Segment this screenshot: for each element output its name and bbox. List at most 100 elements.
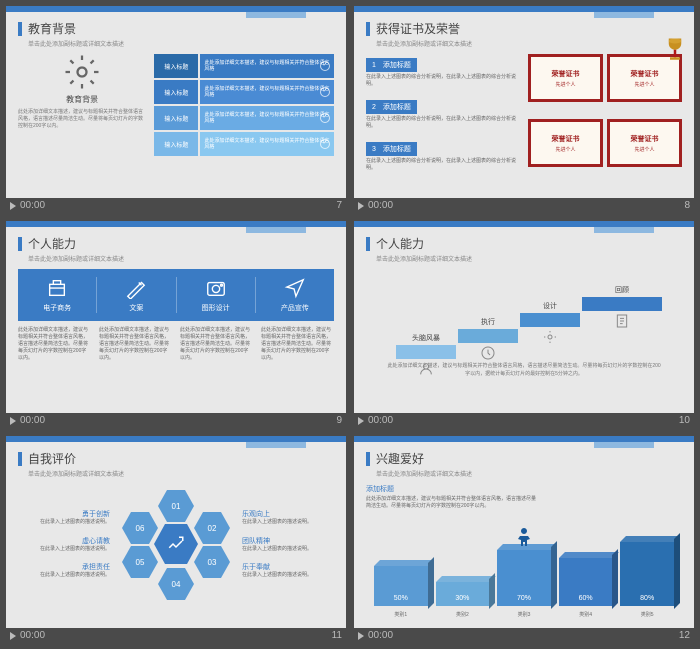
row-label: 输入标题: [154, 80, 198, 104]
step-bar: [582, 297, 662, 311]
play-icon[interactable]: [358, 632, 364, 640]
slide-title: 教育背景: [28, 20, 76, 37]
play-icon[interactable]: [358, 417, 364, 425]
bar-category: 类别1: [394, 611, 407, 618]
person-icon: [512, 526, 536, 550]
trait-item: 虚心请教在此录入上述图表的描述说明。: [32, 536, 110, 553]
skill-text: 此处添加详细文本描述，建议与标题相关并符合整体语言风格，语言描述尽量简洁生动。尽…: [18, 327, 91, 362]
slide-subtitle: 单击此处添加副标题或详细文本描述: [354, 39, 694, 54]
certificate: 荣誉证书先进个人: [607, 119, 682, 167]
trait-item: 团队精神在此录入上述图表的描述说明。: [242, 536, 320, 553]
row-label: 输入标题: [154, 106, 198, 130]
step: 设计: [520, 301, 580, 345]
bar-value: 80%: [640, 595, 654, 602]
certificate: 荣誉证书先进个人: [528, 54, 603, 102]
skill-text: 此处添加详细文本描述，建议与标题相关并符合整体语言风格，语言描述尽量简洁生动。尽…: [99, 327, 172, 362]
skill-item: 图形设计: [177, 277, 256, 313]
check-icon: ✓: [320, 61, 330, 71]
page-num: 12: [679, 630, 690, 641]
skill-label: 文案: [129, 303, 143, 313]
step-icon: [542, 329, 558, 345]
slide-subtitle: 单击此处添加副标题或详细文本描述: [354, 469, 694, 484]
bar-category: 类别2: [456, 611, 469, 618]
certificate: 荣誉证书先进个人: [528, 119, 603, 167]
hex-node: 01: [158, 490, 194, 522]
time: 00:00: [368, 200, 393, 211]
chart-bar: 60%类别4: [559, 558, 613, 606]
bar-category: 类别5: [641, 611, 654, 618]
trait-title: 勇于创新: [32, 509, 110, 519]
page-num: 10: [679, 415, 690, 426]
check-icon: ✓: [320, 139, 330, 149]
step-label: 头脑风暴: [412, 333, 440, 343]
skill-label: 产品宣传: [281, 303, 309, 313]
chart-bar: 50%类别1: [374, 566, 428, 606]
trait-text: 在此录入上述图表的描述说明。: [32, 519, 110, 526]
body-text: 此处添加详细文本描述，建议与标题相关并符合整体语言风格，语言描述尽量简洁生动。尽…: [366, 494, 540, 516]
trait-item: 勇于创新在此录入上述图表的描述说明。: [32, 509, 110, 526]
hex-node: 02: [194, 512, 230, 544]
section-title: 教育背景: [66, 94, 98, 105]
trait-text: 在此录入上述图表的描述说明。: [32, 546, 110, 553]
bar-category: 类别4: [579, 611, 592, 618]
slide-subtitle: 单击此处添加副标题或详细文本描述: [6, 254, 346, 269]
hex-node: 04: [158, 568, 194, 600]
row-desc: 此处添加详细文本描述，建议与标题相关并符合整体语言风格✓: [200, 54, 334, 78]
time: 00:00: [368, 630, 393, 641]
step-bar: [396, 345, 456, 359]
slide-11: 自我评价 单击此处添加副标题或详细文本描述 勇于创新在此录入上述图表的描述说明。…: [6, 436, 346, 643]
slide-subtitle: 单击此处添加副标题或详细文本描述: [6, 469, 346, 484]
time: 00:00: [20, 200, 45, 211]
skill-label: 电子商务: [43, 303, 71, 313]
step: 回顾: [582, 285, 662, 329]
chart-bar: 30%类别2: [436, 582, 490, 606]
trait-text: 在此录入上述图表的描述说明。: [32, 572, 110, 579]
play-icon[interactable]: [10, 417, 16, 425]
page-num: 11: [332, 630, 342, 641]
row-desc: 此处添加详细文本描述，建议与标题相关并符合整体语言风格✓: [200, 106, 334, 130]
bar-value: 70%: [517, 595, 531, 602]
skill-label: 图形设计: [202, 303, 230, 313]
body-text: 此处添加详细文本描述，建议与标题相关并符合整体语言风格，语言描述尽量简洁生动。尽…: [18, 109, 146, 130]
slide-title: 获得证书及荣誉: [376, 20, 460, 37]
list-item: 2 添加标题在此录入上述图表的综合分析说明，在此录入上述图表的综合分析说明。: [366, 96, 520, 132]
trait-text: 在此录入上述图表的描述说明。: [242, 572, 320, 579]
row-desc: 此处添加详细文本描述，建议与标题相关并符合整体语言风格✓: [200, 80, 334, 104]
gear-icon: [64, 54, 100, 90]
bar-chart: 50%类别130%类别270%类别360%类别480%类别5: [366, 516, 682, 606]
trait-title: 乐观向上: [242, 509, 320, 519]
play-icon[interactable]: [10, 202, 16, 210]
trait-title: 乐于奉献: [242, 562, 320, 572]
trait-item: 乐于奉献在此录入上述图表的描述说明。: [242, 562, 320, 579]
item-text: 在此录入上述图表的综合分析说明，在此录入上述图表的综合分析说明。: [366, 114, 520, 132]
trait-text: 在此录入上述图表的描述说明。: [242, 519, 320, 526]
play-icon[interactable]: [10, 632, 16, 640]
slide-subtitle: 单击此处添加副标题或详细文本描述: [354, 254, 694, 269]
info-row: 输入标题此处添加详细文本描述，建议与标题相关并符合整体语言风格✓: [154, 106, 334, 130]
skill-text: 此处添加详细文本描述，建议与标题相关并符合整体语言风格，语言描述尽量简洁生动。尽…: [261, 327, 334, 362]
hex-diagram: 01 02 03 04 05 06: [116, 484, 236, 604]
bar-value: 30%: [455, 595, 469, 602]
item-head: 2 添加标题: [366, 100, 417, 114]
skill-icon: [284, 277, 306, 299]
skill-item: 产品宣传: [256, 277, 334, 313]
slide-10: 个人能力 单击此处添加副标题或详细文本描述 头脑风暴执行设计回顾 此处添加详细文…: [354, 221, 694, 428]
skill-item: 文案: [97, 277, 176, 313]
info-row: 输入标题此处添加详细文本描述，建议与标题相关并符合整体语言风格✓: [154, 54, 334, 78]
trait-title: 承担责任: [32, 562, 110, 572]
slide-9: 个人能力 单击此处添加副标题或详细文本描述 电子商务文案图形设计产品宣传 此处添…: [6, 221, 346, 428]
info-row: 输入标题此处添加详细文本描述，建议与标题相关并符合整体语言风格✓: [154, 80, 334, 104]
step-bar: [458, 329, 518, 343]
step-icon: [418, 361, 434, 377]
play-icon[interactable]: [358, 202, 364, 210]
trait-item: 乐观向上在此录入上述图表的描述说明。: [242, 509, 320, 526]
trait-title: 虚心请教: [32, 536, 110, 546]
hex-node: 05: [122, 546, 158, 578]
step: 执行: [458, 317, 518, 361]
slide-title: 兴趣爱好: [376, 450, 424, 467]
section-title: 添加标题: [366, 484, 682, 494]
slide-12: 兴趣爱好 单击此处添加副标题或详细文本描述 添加标题 此处添加详细文本描述，建议…: [354, 436, 694, 643]
slide-7: 教育背景 单击此处添加副标题或详细文本描述 教育背景 此处添加详细文本描述，建议…: [6, 6, 346, 213]
page-num: 7: [336, 200, 342, 211]
step: 头脑风暴: [396, 333, 456, 377]
